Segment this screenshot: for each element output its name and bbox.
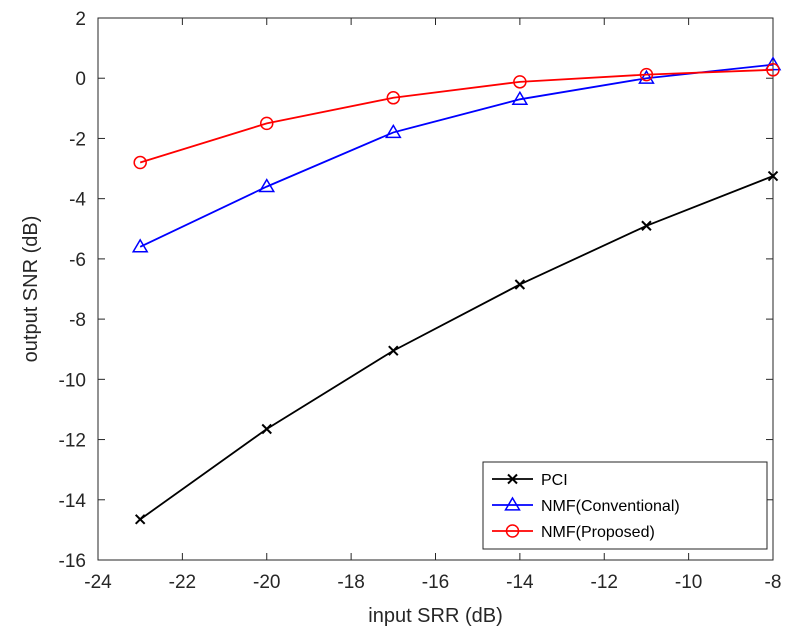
data-point: [766, 63, 780, 77]
legend-marker: [504, 496, 521, 511]
data-point: [641, 220, 652, 231]
x-tick-label: -22: [169, 572, 196, 593]
legend-item: NMF(Conventional): [492, 496, 680, 515]
data-point: [639, 67, 654, 82]
data-point: [133, 155, 147, 170]
series-pci: [134, 170, 779, 525]
data-point: [134, 514, 146, 525]
data-point: [386, 91, 401, 105]
x-tick-label: -8: [765, 572, 782, 593]
series-nmf-conventional: [131, 56, 782, 253]
y-axis-label: output SNR (dB): [20, 216, 42, 363]
data-point: [261, 423, 272, 435]
data-point: [767, 170, 779, 182]
series-line: [139, 63, 774, 248]
y-tick-label: -12: [59, 431, 86, 452]
x-tick-label: -20: [253, 572, 280, 593]
data-point: [764, 56, 782, 71]
y-tick-label: 0: [75, 69, 86, 90]
y-tick-label: -2: [69, 129, 86, 150]
legend-item: NMF(Proposed): [492, 524, 655, 541]
y-tick-label: -14: [59, 491, 87, 512]
legend-label: PCI: [541, 472, 568, 489]
data-point: [388, 345, 399, 356]
legend-label: NMF(Proposed): [541, 524, 655, 541]
x-tick-label: -12: [591, 572, 618, 593]
legend: PCI NMF(Conventional) NMF(Proposed): [482, 461, 768, 550]
legend-label: NMF(Conventional): [541, 498, 680, 515]
x-tick-label: -10: [675, 572, 702, 593]
y-tick-label: -16: [59, 551, 86, 572]
data-point: [258, 178, 276, 193]
axis-ticks: -24 -22 -20 -18 -16 -14 -12 -10 -8 2 0 -2 -4 -6 -8 -10 -…: [59, 9, 782, 593]
x-tick-label: -14: [506, 572, 534, 593]
data-point: [131, 238, 149, 253]
data-point: [513, 75, 527, 89]
legend-marker: [505, 524, 520, 538]
data-point: [514, 279, 526, 290]
series-line: [139, 175, 774, 521]
data-point: [638, 69, 655, 84]
y-tick-label: 2: [75, 9, 86, 30]
x-axis-label: input SRR (dB): [368, 605, 503, 627]
y-tick-label: -6: [69, 250, 86, 271]
x-tick-label: -16: [422, 572, 449, 593]
data-point: [385, 123, 402, 139]
data-point: [260, 116, 274, 131]
x-tick-label: -18: [337, 572, 364, 593]
legend-item: PCI: [492, 472, 568, 489]
data-point: [511, 90, 529, 105]
y-tick-label: -4: [69, 190, 86, 211]
x-tick-label: -24: [84, 572, 112, 593]
y-tick-label: -8: [69, 310, 86, 331]
series-nmf-proposed: [133, 63, 780, 170]
y-tick-label: -10: [59, 370, 86, 391]
series-line: [139, 68, 774, 164]
series-layer: [131, 56, 782, 525]
legend-marker: [507, 473, 518, 485]
